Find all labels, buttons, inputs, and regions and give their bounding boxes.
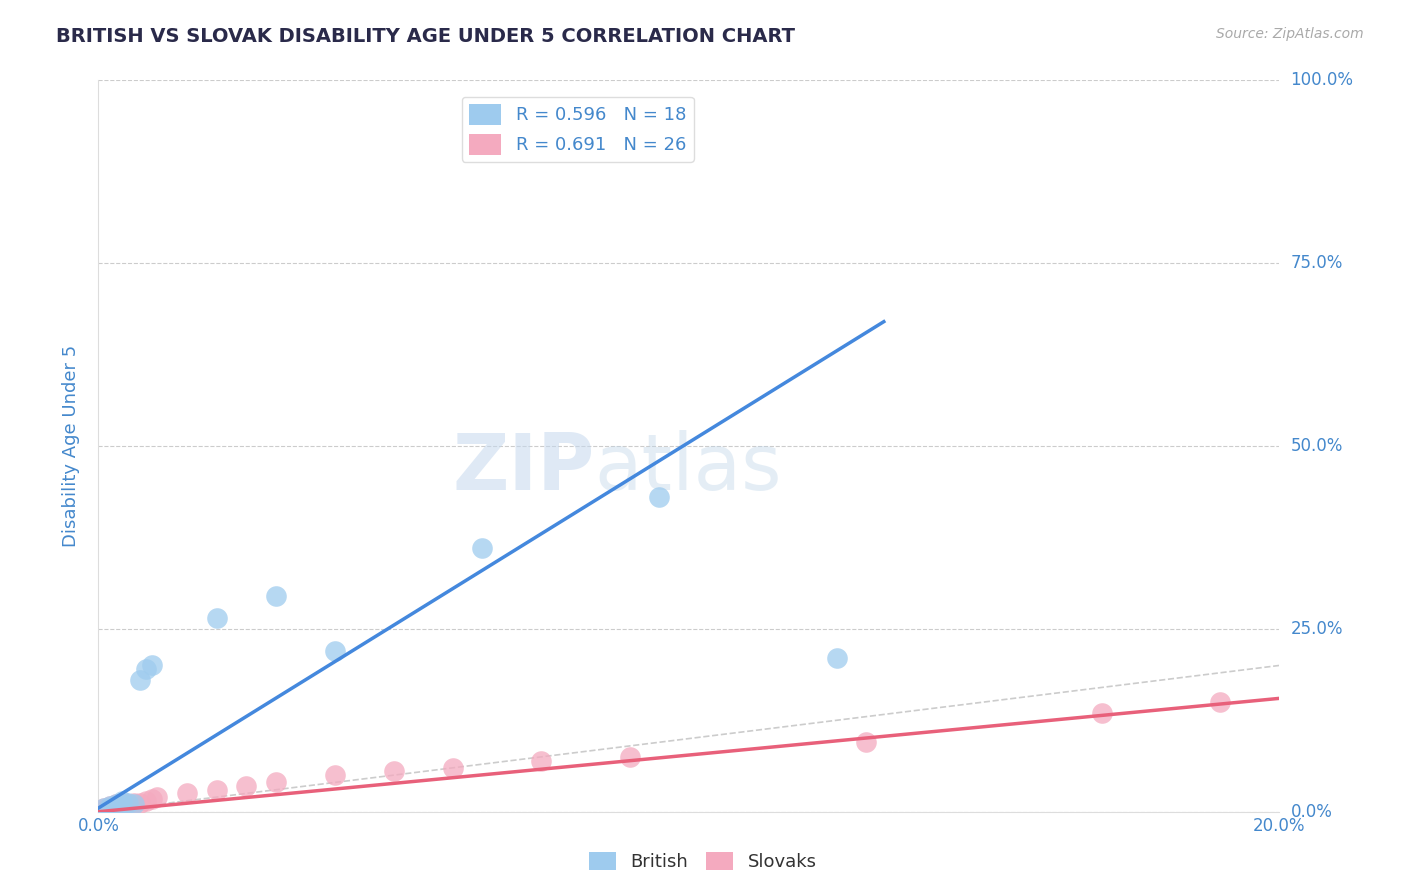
Point <box>1091 706 1114 720</box>
Point <box>122 796 145 810</box>
Point <box>205 782 228 797</box>
Point <box>98 798 121 813</box>
Point <box>323 644 346 658</box>
Text: atlas: atlas <box>595 430 782 506</box>
Point <box>128 796 150 810</box>
Point <box>135 794 157 808</box>
Point <box>855 735 877 749</box>
Text: 75.0%: 75.0% <box>1291 254 1343 272</box>
Point <box>93 801 115 815</box>
Point <box>141 791 163 805</box>
Point <box>471 541 494 556</box>
Point <box>117 797 139 812</box>
Point <box>105 797 128 812</box>
Text: BRITISH VS SLOVAK DISABILITY AGE UNDER 5 CORRELATION CHART: BRITISH VS SLOVAK DISABILITY AGE UNDER 5… <box>56 27 796 45</box>
Point <box>1209 695 1232 709</box>
Point <box>235 779 257 793</box>
Point <box>264 589 287 603</box>
Point <box>205 611 228 625</box>
Point <box>111 797 134 812</box>
Point <box>441 761 464 775</box>
Point <box>105 798 128 813</box>
Point <box>648 490 671 504</box>
Point <box>146 790 169 805</box>
Legend: British, Slovaks: British, Slovaks <box>582 845 824 879</box>
Point <box>98 801 121 815</box>
Text: ZIP: ZIP <box>453 430 595 506</box>
Point <box>264 775 287 789</box>
Point <box>111 798 134 813</box>
Point <box>93 801 115 815</box>
Point <box>323 768 346 782</box>
Point <box>93 803 115 817</box>
Point <box>135 662 157 676</box>
Point <box>176 787 198 801</box>
Point <box>105 798 128 813</box>
Point <box>122 797 145 812</box>
Y-axis label: Disability Age Under 5: Disability Age Under 5 <box>62 345 80 547</box>
Point <box>98 798 121 813</box>
Text: 25.0%: 25.0% <box>1291 620 1343 638</box>
Text: 0.0%: 0.0% <box>1291 803 1333 821</box>
Point <box>117 796 139 810</box>
Point <box>382 764 405 779</box>
Point <box>111 796 134 810</box>
Point <box>141 658 163 673</box>
Point <box>111 794 134 808</box>
Point <box>619 749 641 764</box>
Text: 100.0%: 100.0% <box>1291 71 1354 89</box>
Legend: R = 0.596   N = 18, R = 0.691   N = 26: R = 0.596 N = 18, R = 0.691 N = 26 <box>461 96 693 161</box>
Point <box>128 673 150 687</box>
Point <box>825 651 848 665</box>
Text: Source: ZipAtlas.com: Source: ZipAtlas.com <box>1216 27 1364 41</box>
Point <box>105 797 128 812</box>
Text: 50.0%: 50.0% <box>1291 437 1343 455</box>
Point <box>98 801 121 815</box>
Point <box>530 754 553 768</box>
